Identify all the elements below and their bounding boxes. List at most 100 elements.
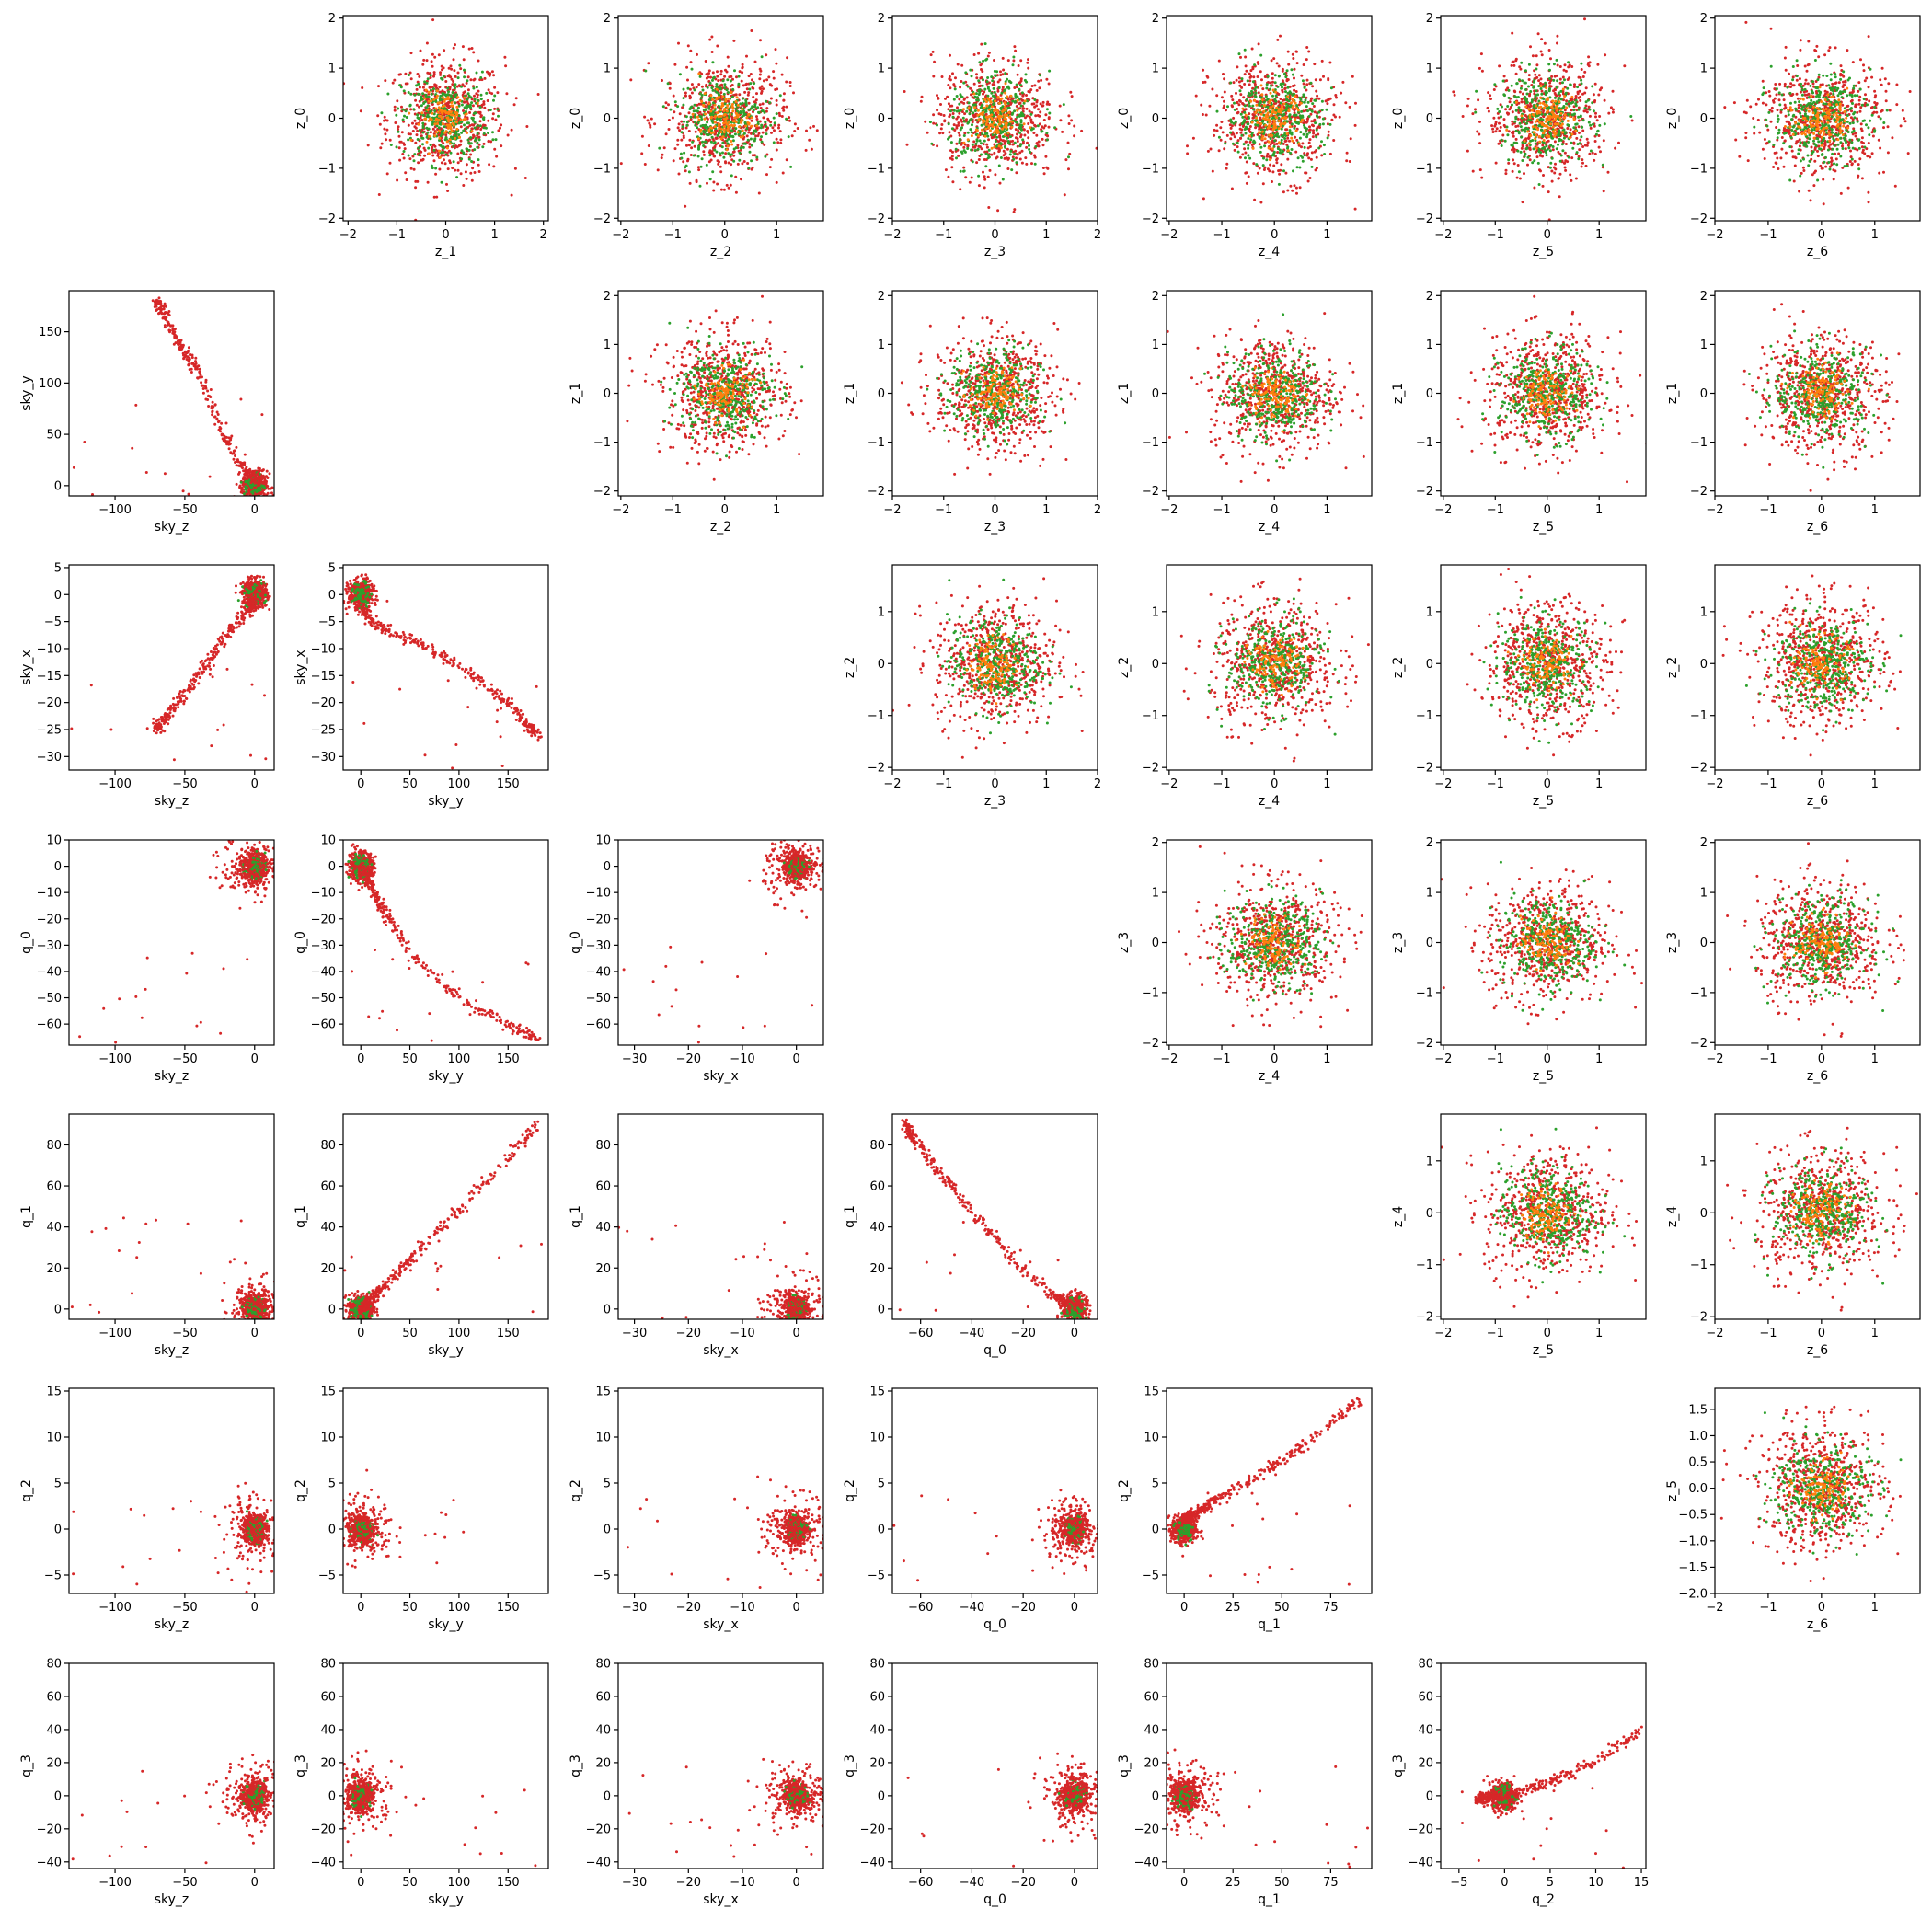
point-red bbox=[385, 172, 389, 176]
point-red bbox=[1550, 179, 1554, 183]
point-red bbox=[664, 132, 668, 136]
point-green bbox=[981, 103, 984, 107]
point-green bbox=[1296, 156, 1300, 160]
point-red bbox=[1317, 132, 1320, 136]
point-red bbox=[767, 75, 771, 79]
point-green bbox=[953, 87, 957, 91]
point-green bbox=[467, 141, 471, 144]
point-orange bbox=[443, 99, 446, 103]
point-red bbox=[1538, 168, 1541, 172]
point-orange bbox=[1006, 95, 1009, 98]
point-green bbox=[473, 98, 477, 101]
point-red bbox=[429, 131, 432, 134]
point-red bbox=[812, 124, 815, 128]
point-green bbox=[970, 75, 973, 78]
point-green bbox=[717, 131, 720, 134]
point-red bbox=[755, 118, 759, 121]
point-orange bbox=[716, 111, 719, 115]
point-red bbox=[1275, 62, 1279, 65]
point-orange bbox=[1003, 105, 1006, 109]
point-orange bbox=[750, 116, 753, 120]
point-green bbox=[1001, 178, 1005, 181]
point-red bbox=[404, 82, 408, 86]
point-orange bbox=[995, 117, 997, 121]
point-green bbox=[708, 178, 712, 181]
point-green bbox=[994, 140, 997, 143]
point-red bbox=[653, 122, 657, 126]
point-red bbox=[453, 69, 456, 73]
point-red bbox=[1281, 88, 1284, 92]
point-red bbox=[986, 54, 990, 58]
point-green bbox=[1276, 132, 1280, 136]
point-red bbox=[1611, 110, 1615, 114]
point-green bbox=[1299, 154, 1303, 157]
point-red bbox=[1219, 138, 1223, 142]
point-red bbox=[997, 149, 1001, 153]
point-orange bbox=[729, 112, 732, 116]
point-green bbox=[476, 141, 479, 144]
point-red bbox=[1014, 136, 1018, 140]
y-tick-label: 0 bbox=[878, 112, 885, 126]
point-red bbox=[1286, 157, 1290, 161]
point-orange bbox=[1269, 91, 1272, 95]
point-green bbox=[977, 79, 981, 83]
point-red bbox=[1281, 98, 1284, 102]
point-red bbox=[684, 94, 687, 98]
point-green bbox=[1283, 72, 1286, 75]
point-orange bbox=[428, 134, 431, 138]
point-red bbox=[1041, 100, 1045, 104]
point-red bbox=[1059, 119, 1063, 122]
point-green bbox=[730, 95, 734, 98]
point-green bbox=[680, 131, 684, 134]
point-red bbox=[955, 126, 959, 130]
point-green bbox=[970, 148, 973, 152]
point-green bbox=[1011, 63, 1015, 67]
point-orange bbox=[731, 124, 735, 128]
point-red bbox=[929, 53, 933, 57]
point-orange bbox=[727, 97, 730, 100]
point-red bbox=[1015, 171, 1018, 175]
point-red bbox=[408, 71, 412, 75]
point-red bbox=[504, 64, 508, 68]
point-red bbox=[727, 99, 730, 103]
point-red bbox=[1580, 165, 1583, 168]
point-green bbox=[760, 123, 764, 127]
point-red bbox=[1309, 97, 1313, 100]
point-red bbox=[1300, 145, 1303, 149]
point-orange bbox=[728, 121, 730, 124]
point-red bbox=[948, 75, 951, 78]
point-red bbox=[1047, 103, 1051, 106]
point-red bbox=[953, 85, 957, 88]
point-red bbox=[1043, 124, 1047, 128]
point-red bbox=[1256, 75, 1259, 78]
point-red bbox=[1305, 58, 1308, 62]
point-green bbox=[470, 116, 474, 120]
point-red bbox=[777, 126, 780, 130]
point-red bbox=[1585, 144, 1589, 147]
point-red bbox=[1219, 126, 1223, 130]
point-green bbox=[685, 123, 689, 127]
point-green bbox=[719, 119, 722, 122]
point-red bbox=[493, 107, 497, 110]
point-red bbox=[716, 70, 719, 74]
point-green bbox=[421, 136, 425, 140]
point-red bbox=[983, 178, 987, 181]
point-green bbox=[463, 68, 466, 72]
point-orange bbox=[439, 109, 443, 112]
point-red bbox=[745, 134, 749, 138]
point-green bbox=[427, 127, 431, 131]
point-red bbox=[708, 149, 712, 153]
point-red bbox=[720, 83, 724, 86]
point-red bbox=[960, 100, 963, 104]
point-red bbox=[758, 120, 762, 123]
point-red bbox=[758, 67, 762, 71]
point-green bbox=[689, 115, 693, 119]
point-green bbox=[460, 149, 464, 153]
point-green bbox=[725, 139, 729, 143]
point-red bbox=[717, 142, 720, 145]
point-red bbox=[1284, 139, 1288, 143]
point-green bbox=[1269, 137, 1272, 140]
point-green bbox=[1574, 98, 1578, 102]
point-red bbox=[1291, 52, 1294, 56]
point-orange bbox=[1294, 118, 1297, 121]
